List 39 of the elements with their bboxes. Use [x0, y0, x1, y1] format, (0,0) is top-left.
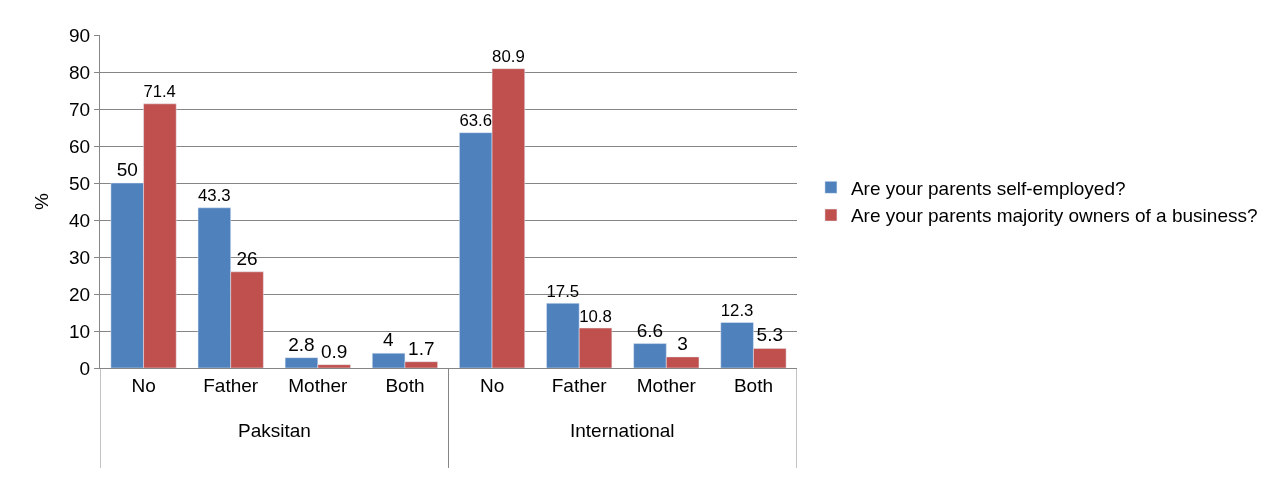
text: Paksitan	[238, 420, 311, 441]
x-tick-label: Mother	[636, 374, 697, 396]
data-label: 6.6	[636, 319, 664, 341]
y-tick-label: 30	[69, 246, 91, 268]
data-label: 80.9	[492, 47, 525, 67]
x-tick-label: Mother	[288, 374, 349, 396]
y-tick-label: 20	[69, 283, 91, 305]
data-label: 50	[116, 159, 138, 180]
data-label: 0.9	[320, 340, 348, 362]
legend-label: Are your parents majority owners of a business?	[850, 205, 1258, 227]
data-label: 63.6	[459, 111, 493, 131]
data-label: 71.4	[143, 82, 176, 102]
x-tick-label: Both	[733, 374, 773, 396]
data-label: 26	[236, 247, 258, 269]
data-label: 3	[677, 332, 688, 354]
y-tick-label: 10	[69, 320, 91, 342]
data-label: 43.3	[198, 186, 231, 206]
data-label: 4	[383, 329, 395, 351]
x-tick-label: No	[479, 374, 505, 396]
legend-label: Are your parents self-employed?	[850, 177, 1126, 199]
y-axis-title: %	[30, 192, 52, 210]
y-tick-label: 0	[79, 357, 91, 379]
y-tick-label: 70	[69, 98, 91, 120]
x-tick-label: Father	[203, 374, 259, 396]
x-tick-label: Both	[385, 374, 425, 396]
y-tick-label: 80	[69, 61, 91, 83]
x-tick-label: Father	[551, 374, 608, 396]
data-label: 12.3	[720, 300, 754, 320]
data-label: 2.8	[288, 333, 315, 355]
data-label: 5.3	[756, 324, 783, 346]
data-label: 17.5	[546, 281, 580, 301]
y-tick-label: 90	[69, 24, 91, 46]
y-tick-label: 60	[69, 135, 91, 157]
data-label: 10.8	[579, 306, 612, 326]
y-tick-label: 40	[69, 209, 91, 231]
data-label: 1.7	[408, 337, 435, 359]
y-tick-label: 50	[69, 172, 91, 194]
x-tick-label: No	[131, 374, 156, 396]
text: International	[570, 420, 675, 441]
